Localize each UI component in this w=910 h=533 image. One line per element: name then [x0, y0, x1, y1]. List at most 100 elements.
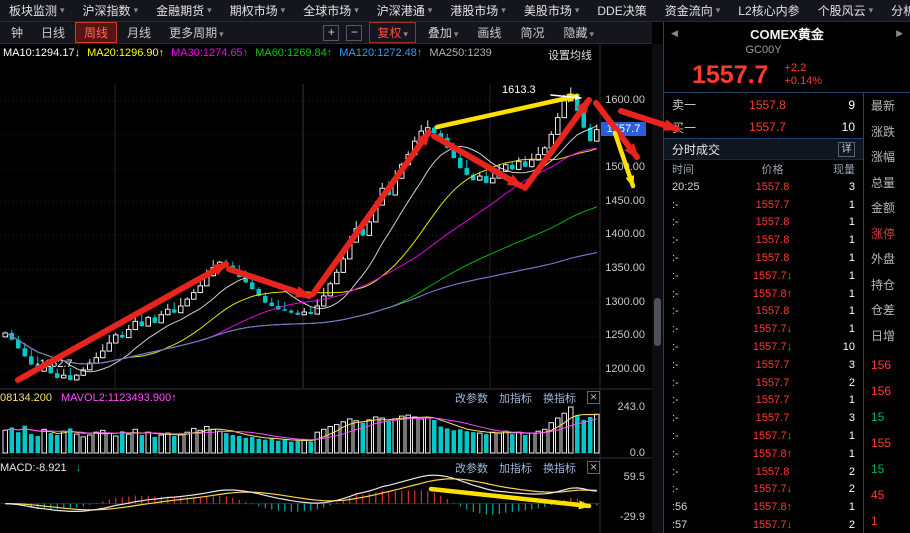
tool-button[interactable]: 复权 ▾ [369, 22, 416, 43]
menu-item[interactable]: 金融期货 ▾ [147, 2, 221, 19]
change-params-button[interactable]: 改参数 [455, 462, 488, 475]
quote-field-label[interactable]: 涨幅 [871, 150, 896, 165]
detail-button[interactable]: 详 [838, 141, 855, 157]
zoom-in-button[interactable]: + [323, 24, 340, 41]
tick-list[interactable]: 20:25 1557.8 3 :- 1557.7 1 :- 1557.8 1 :- 1557.8 1:… [664, 178, 863, 533]
ask-quantity: 9 [848, 97, 855, 112]
quote-field-label[interactable]: 持仓 [871, 277, 896, 292]
quote-field-label[interactable]: 金额 [871, 201, 896, 216]
period-tab[interactable]: 更多周期 ▾ [169, 26, 224, 40]
quote-field-label[interactable]: 外盘 [871, 252, 896, 267]
prev-instrument-icon[interactable]: ◀ [671, 27, 678, 38]
tick-row[interactable]: :- 1557.7 1 [672, 198, 855, 211]
menu-item-label: 港股市场 [450, 4, 499, 18]
tick-row[interactable]: :- 1557.7 3 [672, 412, 855, 425]
ma-settings-button[interactable]: 设置均线 [548, 50, 592, 62]
tick-row[interactable]: :- 1557.8 1 [672, 252, 855, 265]
tick-row[interactable]: :- 1557.8 1 [672, 234, 855, 247]
menu-item[interactable]: 板块监测 ▾ [0, 2, 74, 19]
tool-button[interactable]: 叠加 ▾ [427, 26, 459, 40]
quote-field-label[interactable]: 仓差 [871, 303, 896, 318]
bid-row[interactable]: 买一 1557.7 10 [664, 116, 863, 139]
menu-item[interactable]: 沪深指数 ▾ [74, 2, 148, 19]
menu-item-label: L2核心内参 [738, 4, 800, 18]
scrollbar-handle[interactable] [654, 298, 661, 346]
tick-row[interactable]: :- 1557.7 3 [672, 358, 855, 371]
switch-indicator-button[interactable]: 换指标 [543, 462, 576, 475]
tool-button[interactable]: 画线 [477, 26, 502, 40]
tick-row[interactable]: :- 1557.7 1 [672, 394, 855, 407]
volume-axis-label: 243.0 [617, 401, 645, 413]
tick-row[interactable]: :- 1557.7↓ 1 [672, 430, 855, 443]
instrument-code: GC00Y [745, 44, 782, 56]
ma-legend-item: MA250:1239 [429, 47, 492, 59]
close-pane-icon[interactable]: ✕ [587, 391, 600, 404]
menu-item-label: 期权市场 [229, 4, 278, 18]
chevron-down-icon: ▾ [427, 5, 433, 15]
menu-item[interactable]: 资金流向 ▾ [656, 2, 730, 19]
up-arrow-icon: ↑ [786, 287, 793, 300]
add-indicator-button[interactable]: 加指标 [499, 462, 532, 475]
tick-row[interactable]: :- 1557.7↓ 1 [672, 269, 855, 282]
tick-row[interactable]: :57 1557.7↓ 2 [672, 519, 855, 532]
up-arrow-icon: ↑ [786, 447, 793, 460]
menu-item[interactable]: 港股市场 ▾ [441, 2, 515, 19]
tick-row[interactable]: :- 1557.7↓ 10 [672, 341, 855, 354]
down-arrow-icon: ↓ [786, 430, 793, 443]
quote-field-label[interactable]: 涨跌 [871, 124, 896, 139]
tick-column-header: 时间 价格 现量 [664, 160, 863, 178]
switch-indicator-button[interactable]: 换指标 [543, 392, 576, 405]
tick-row[interactable]: :- 1557.8 1 [672, 216, 855, 229]
menu-item[interactable]: 全球市场 ▾ [294, 2, 368, 19]
period-tab[interactable]: 钟 [11, 26, 24, 40]
tick-row[interactable]: :- 1557.7↓ 1 [672, 323, 855, 336]
tick-row[interactable]: :- 1557.7↓ 2 [672, 483, 855, 496]
menu-item-label: 个股风云 [817, 4, 866, 18]
menu-item[interactable]: 个股风云 ▾ [809, 2, 883, 19]
chevron-down-icon: ▾ [133, 5, 139, 15]
change-params-button[interactable]: 改参数 [455, 392, 488, 405]
next-instrument-icon[interactable]: ▶ [896, 27, 903, 38]
period-tab[interactable]: 月线 [127, 26, 152, 40]
quote-panel-header: ◀ COMEX黄金 ▶ [664, 22, 910, 44]
quote-field-label[interactable]: 总量 [871, 175, 896, 190]
tick-section-title: 分时成交 [672, 142, 721, 157]
quote-field-value: 45 [871, 488, 885, 502]
period-tab[interactable]: 日线 [41, 26, 66, 40]
menu-item[interactable]: DDE决策 [588, 2, 655, 19]
tick-row[interactable]: :56 1557.8↑ 1 [672, 501, 855, 514]
tool-button[interactable]: 隐藏 ▾ [563, 26, 594, 40]
tick-row[interactable]: :- 1557.8 2 [672, 465, 855, 478]
quote-field-label[interactable]: 日增 [871, 328, 896, 343]
chart-area[interactable]: MA10:1294.17↓ MA20:1296.90↑ MA30:1274.65↑ M… [0, 44, 652, 533]
tick-row[interactable]: :- 1557.8↑ 1 [672, 447, 855, 460]
ma-legend-item: MA120:1272.48↑ [339, 47, 423, 59]
tick-row[interactable]: :- 1557.7 2 [672, 376, 855, 389]
zoom-out-button[interactable]: − [346, 24, 363, 41]
period-tab[interactable]: 周线 [75, 22, 118, 43]
tick-row[interactable]: :- 1557.8 1 [672, 305, 855, 318]
price-axis-label: 1200.00 [605, 363, 645, 375]
menu-item[interactable]: 沪深港通 ▾ [368, 2, 442, 19]
menu-item[interactable]: 美股市场 ▾ [515, 2, 589, 19]
quote-field-value: 15 [871, 462, 885, 476]
menu-item[interactable]: 分析▾ [882, 2, 910, 19]
macd-axis-label: 59.5 [623, 471, 645, 483]
ask-row[interactable]: 卖一 1557.8 9 [664, 93, 863, 116]
tool-button[interactable]: 简况 [520, 26, 545, 40]
ma-legend: MA10:1294.17↓ MA20:1296.90↑ MA30:1274.65↑ M… [3, 47, 499, 59]
close-pane-icon[interactable]: ✕ [587, 461, 600, 474]
ma-legend-item: MA30:1274.65↑ [171, 47, 249, 59]
bid-label: 买一 [672, 120, 697, 135]
tick-row[interactable]: 20:25 1557.8 3 [672, 180, 855, 193]
add-indicator-button[interactable]: 加指标 [499, 392, 532, 405]
quote-field-label[interactable]: 涨停 [871, 226, 896, 241]
ask-price[interactable]: 1557.8 [749, 97, 786, 112]
menu-item[interactable]: L2核心内参 [729, 2, 808, 19]
vertical-scrollbar[interactable] [652, 44, 663, 533]
quote-field-label[interactable]: 最新 [871, 99, 896, 114]
bid-price[interactable]: 1557.7 [749, 120, 786, 134]
quote-panel: ◀ COMEX黄金 ▶ GC00Y 1557.7 +2.2 +0.14% 卖一 … [663, 22, 910, 533]
tick-row[interactable]: :- 1557.8↑ 1 [672, 287, 855, 300]
menu-item[interactable]: 期权市场 ▾ [221, 2, 295, 19]
